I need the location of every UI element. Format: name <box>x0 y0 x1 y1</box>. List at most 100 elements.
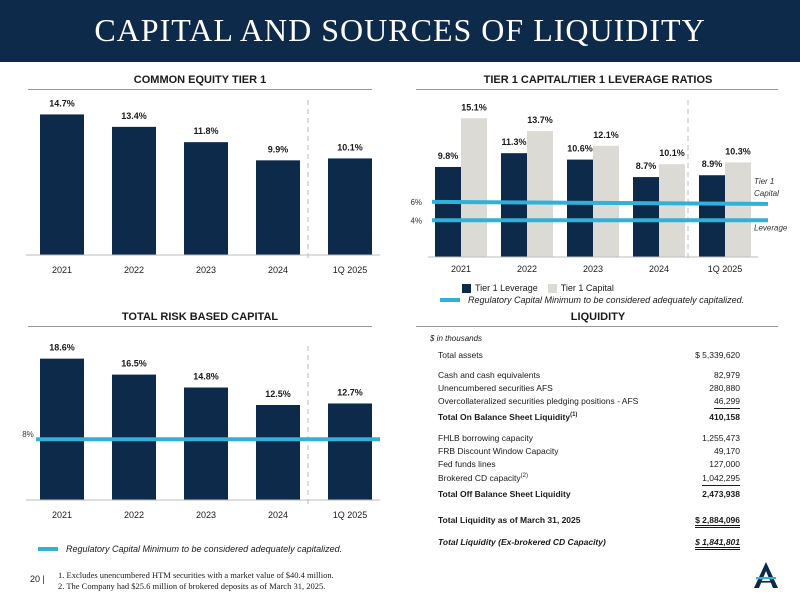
row-value: 1,255,473 <box>702 433 740 443</box>
cet1-data-label: 14.7% <box>49 98 75 108</box>
minimum-line-swatch <box>440 298 460 302</box>
trbc-tick-label: 2022 <box>124 510 144 520</box>
leverage-minimum-note: Regulatory Capital Minimum to be conside… <box>468 295 745 305</box>
trbc-data-label: 14.8% <box>193 372 219 382</box>
liquidity-row: Cash and cash equivalents 82,979 <box>438 370 740 383</box>
liquidity-row: Fed funds lines 127,000 <box>438 459 740 472</box>
row-value: 280,880 <box>709 383 740 393</box>
row-label: Total Liquidity as of March 31, 2025 <box>438 515 581 525</box>
leverage-data-label: 9.8% <box>438 151 459 161</box>
row-label: Unencumbered securities AFS <box>438 383 553 393</box>
leverage-bar-tier1-capital <box>527 131 553 257</box>
row-value: 1,042,295 <box>702 473 740 486</box>
cet1-tick-label: 2023 <box>196 265 216 275</box>
row-value: 46,299 <box>714 396 740 409</box>
leverage-data-label: 15.1% <box>461 102 487 112</box>
cet1-tick-label: 2024 <box>268 265 288 275</box>
legend-label-capital: Tier 1 Capital <box>560 283 614 293</box>
cet1-tick-label: 1Q 2025 <box>333 265 368 275</box>
legend-swatch-capital <box>547 283 557 293</box>
cet1-title: COMMON EQUITY TIER 1 <box>133 74 267 86</box>
footnotes: 1. Excludes unencumbered HTM securities … <box>58 570 334 592</box>
footnote-ref: (2) <box>520 473 529 480</box>
trbc-minimum-legend: Regulatory Capital Minimum to be conside… <box>38 544 342 554</box>
leverage-minimum-label: 6% <box>410 198 422 207</box>
cet1-data-label: 11.8% <box>193 126 218 136</box>
leverage-tick-label: 2024 <box>649 264 669 274</box>
row-value: $ 1,841,801 <box>695 537 740 550</box>
leverage-tick-label: 1Q 2025 <box>708 264 743 274</box>
trbc-bar <box>328 403 372 500</box>
leverage-bar-tier1-leverage <box>501 153 527 257</box>
liquidity-units: $ in thousands <box>430 334 483 343</box>
trbc-tick-label: 1Q 2025 <box>333 510 368 520</box>
leverage-data-label: 13.7% <box>527 115 553 125</box>
leverage-minimum-name: Capital <box>754 189 779 198</box>
cet1-bar <box>328 158 372 255</box>
row-label: Total Off Balance Sheet Liquidity <box>438 489 571 499</box>
leverage-data-label: 10.6% <box>567 144 593 154</box>
row-label: FRB Discount Window Capacity <box>438 446 559 456</box>
leverage-data-label: 10.1% <box>659 148 685 158</box>
cet1-title-rule <box>28 89 372 90</box>
cet1-tick-label: 2021 <box>52 265 72 275</box>
liquidity-row: Total assets $ 5,339,620 <box>438 350 740 363</box>
trbc-data-label: 18.6% <box>49 343 75 353</box>
row-value: $ 2,884,096 <box>695 515 740 528</box>
row-label: Brokered CD capacity <box>438 473 521 483</box>
company-logo <box>754 562 778 588</box>
row-label: FHLB borrowing capacity <box>438 433 533 443</box>
liquidity-row: FRB Discount Window Capacity 49,170 <box>438 446 740 459</box>
liquidity-row: Unencumbered securities AFS 280,880 <box>438 383 740 396</box>
page-number: 20 | <box>30 574 45 584</box>
leverage-bar-tier1-capital <box>461 118 487 257</box>
leverage-data-label: 11.3% <box>501 137 526 147</box>
row-value: $ 5,339,620 <box>695 350 740 360</box>
row-value: 410,158 <box>709 412 740 422</box>
leverage-minimum-name: Tier 1 <box>754 177 774 186</box>
leverage-tick-label: 2021 <box>451 264 471 274</box>
leverage-bar-tier1-leverage <box>435 166 461 257</box>
trbc-minimum-label: 8% <box>22 430 34 439</box>
page-title: CAPITAL AND SOURCES OF LIQUIDITY <box>94 12 706 48</box>
leverage-title: TIER 1 CAPITAL/TIER 1 LEVERAGE RATIOS <box>483 74 713 86</box>
leverage-minimum-legend: Regulatory Capital Minimum to be conside… <box>440 295 744 305</box>
liquidity-row: FHLB borrowing capacity 1,255,473 <box>438 433 740 446</box>
row-label: Fed funds lines <box>438 459 496 469</box>
row-label: Cash and cash equivalents <box>438 370 541 380</box>
liquidity-row: Overcollateralized securities pledging p… <box>438 396 740 409</box>
footnote-2: 2. The Company had $25.6 million of brok… <box>58 581 326 591</box>
liquidity-title: LIQUIDITY <box>570 311 626 323</box>
leverage-title-rule <box>416 89 778 90</box>
row-value: 127,000 <box>709 459 740 469</box>
trbc-chart: 18.6% 2021 16.5% 2022 14.8% 2023 12.5% 2024 12.7… <box>22 343 380 520</box>
cet1-data-label: 13.4% <box>121 111 147 121</box>
cet1-data-label: 10.1% <box>337 142 363 152</box>
leverage-bar-tier1-capital <box>725 162 751 257</box>
leverage-data-label: 10.3% <box>725 146 751 156</box>
trbc-minimum-note: Regulatory Capital Minimum to be conside… <box>66 544 343 554</box>
trbc-title-rule <box>28 326 372 327</box>
footnote-1: 1. Excludes unencumbered HTM securities … <box>58 570 334 580</box>
trbc-bar <box>184 387 228 500</box>
trbc-bar <box>256 405 300 500</box>
cet1-bar <box>112 126 156 255</box>
leverage-tick-label: 2023 <box>583 264 603 274</box>
trbc-data-label: 16.5% <box>121 359 147 369</box>
row-value: 49,170 <box>714 446 740 456</box>
row-value: 2,473,938 <box>702 489 740 499</box>
row-label: Total On Balance Sheet Liquidity <box>438 412 571 422</box>
trbc-tick-label: 2021 <box>52 510 72 520</box>
leverage-data-label: 12.1% <box>593 130 619 140</box>
liquidity-title-rule <box>416 326 778 327</box>
trbc-tick-label: 2023 <box>196 510 216 520</box>
minimum-line-swatch <box>38 547 58 551</box>
leverage-minimum-line <box>431 199 769 206</box>
row-label: Overcollateralized securities pledging p… <box>438 396 639 406</box>
leverage-legend: Tier 1 Leverage Tier 1 Capital <box>462 283 614 293</box>
liquidity-row-total: Total Liquidity as of March 31, 2025 $ 2… <box>438 515 740 528</box>
leverage-chart: 9.8% 15.1% 2021 11.3% 13.7% 2022 10.6%12.1% 202… <box>410 100 788 274</box>
cet1-bar <box>184 142 228 255</box>
row-label: Total assets <box>438 350 483 360</box>
legend-label-leverage: Tier 1 Leverage <box>475 283 538 293</box>
